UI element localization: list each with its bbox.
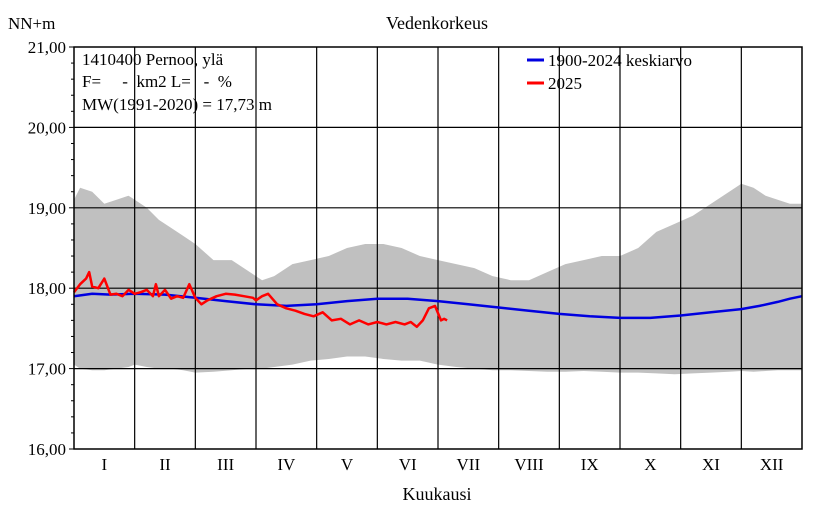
legend-label-2025: 2025	[548, 74, 582, 93]
y-tick-label: 19,00	[28, 199, 66, 218]
x-tick-label: X	[644, 455, 656, 474]
info-area: F= - km2 L= - %	[82, 72, 232, 91]
plot-frame	[73, 46, 803, 450]
series-line-2025	[73, 270, 448, 329]
x-tick-label: V	[341, 455, 354, 474]
series-layer	[73, 270, 803, 329]
x-axis-label: Kuukausi	[403, 484, 472, 504]
info-box: 1410400 Pernoo, ylä F= - km2 L= - % MW(1…	[82, 50, 272, 114]
x-tick-label: XII	[760, 455, 784, 474]
x-tick-label: II	[159, 455, 171, 474]
info-station: 1410400 Pernoo, ylä	[82, 50, 224, 69]
x-tick-label: III	[217, 455, 234, 474]
x-tick-label: VI	[399, 455, 417, 474]
x-tick-label: IX	[581, 455, 599, 474]
x-tick-label: IV	[277, 455, 296, 474]
y-axis-label: NN+m	[8, 14, 55, 33]
x-tick-label: VIII	[514, 455, 544, 474]
legend: 1900-2024 keskiarvo 2025	[527, 51, 692, 93]
y-tick-label: 20,00	[28, 118, 66, 137]
chart-title: Vedenkorkeus	[386, 13, 488, 33]
y-tick-label: 21,00	[28, 38, 66, 57]
y-tick-label: 18,00	[28, 279, 66, 298]
info-mw: MW(1991-2020) = 17,73 m	[82, 95, 272, 114]
y-tick-label: 17,00	[28, 360, 66, 379]
x-tick-label: I	[101, 455, 107, 474]
y-tick-label: 16,00	[28, 440, 66, 459]
x-tick-label: XI	[702, 455, 720, 474]
grid-layer	[74, 47, 802, 449]
x-tick-label: VII	[457, 455, 481, 474]
legend-label-mean: 1900-2024 keskiarvo	[548, 51, 692, 70]
